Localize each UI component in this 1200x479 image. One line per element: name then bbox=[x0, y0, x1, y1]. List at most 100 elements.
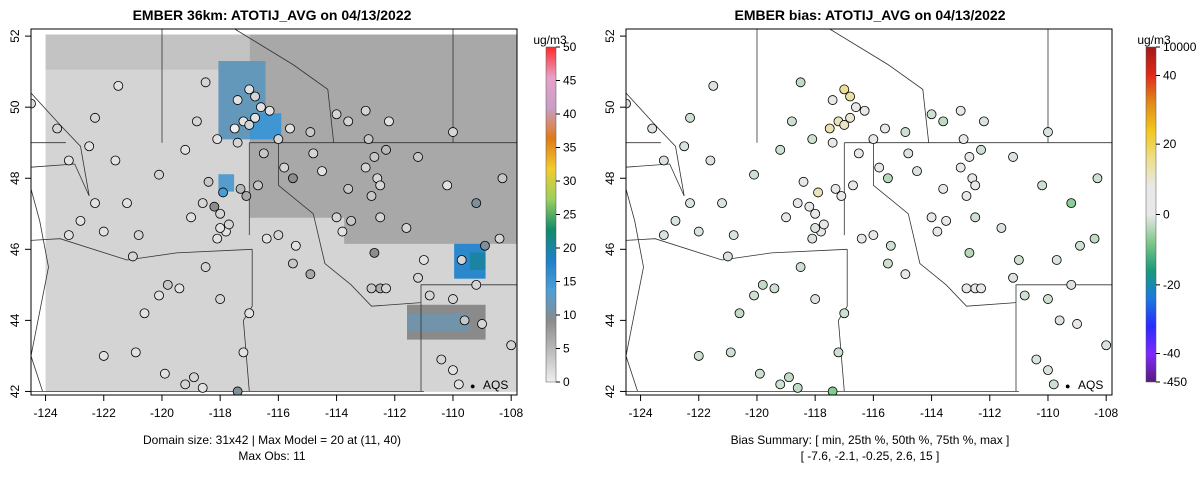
model-grid-cell bbox=[312, 321, 329, 331]
model-grid-cell bbox=[422, 269, 439, 279]
bias-site-marker bbox=[813, 187, 823, 198]
model-grid-cell bbox=[501, 69, 517, 79]
model-grid-cell bbox=[249, 339, 266, 349]
model-grid-cell bbox=[406, 382, 424, 392]
model-grid-cell bbox=[139, 34, 156, 44]
observation-site-marker bbox=[456, 255, 467, 265]
observation-site-marker bbox=[200, 262, 211, 272]
model-grid-cell bbox=[61, 208, 78, 218]
x-axis-tick-label: -124 bbox=[629, 406, 653, 420]
model-grid-cell bbox=[92, 269, 109, 279]
model-grid-cell bbox=[422, 51, 439, 62]
model-grid-cell bbox=[124, 356, 141, 366]
model-grid-cell bbox=[485, 173, 502, 183]
model-grid-cell bbox=[76, 321, 94, 331]
model-grid-cell bbox=[124, 78, 141, 88]
model-grid-cell bbox=[92, 243, 109, 253]
model-grid-cell bbox=[296, 356, 314, 366]
model-grid-cell bbox=[312, 156, 329, 166]
observation-site-marker bbox=[232, 95, 243, 105]
model-grid-cell bbox=[61, 374, 78, 384]
panel-left-frame bbox=[30, 28, 518, 396]
model-grid-cell bbox=[328, 286, 345, 297]
model-grid-cell bbox=[422, 78, 439, 88]
model-grid-cell bbox=[155, 69, 172, 79]
model-grid-cell bbox=[218, 112, 235, 122]
model-grid-cell bbox=[344, 382, 361, 392]
model-grid-cell bbox=[249, 138, 266, 149]
model-grid-cell bbox=[155, 165, 172, 175]
model-grid-cell bbox=[92, 173, 109, 183]
model-grid-cell bbox=[171, 295, 188, 305]
colorbar-tick: 25 bbox=[556, 208, 577, 222]
model-grid-cell bbox=[124, 217, 141, 227]
observation-site-marker bbox=[375, 212, 386, 223]
model-grid-cell bbox=[391, 95, 408, 105]
model-grid-cell bbox=[454, 286, 471, 297]
model-grid-cell bbox=[344, 365, 361, 375]
model-grid-cell bbox=[45, 60, 62, 70]
model-grid-cell bbox=[45, 269, 62, 279]
model-grid-cell bbox=[265, 199, 282, 210]
model-grid-cell bbox=[359, 304, 376, 314]
model-grid-cell bbox=[92, 286, 109, 297]
bias-site-marker bbox=[1054, 315, 1065, 326]
bias-site-marker bbox=[868, 134, 879, 145]
model-grid-cell bbox=[61, 78, 78, 88]
model-grid-cell bbox=[391, 69, 408, 79]
state-borders bbox=[31, 29, 517, 392]
model-grid-cell bbox=[202, 374, 219, 384]
model-grid-cell bbox=[454, 321, 471, 331]
bias-site-marker bbox=[885, 240, 896, 251]
model-grid-cell bbox=[454, 269, 471, 279]
observation-site-marker bbox=[197, 198, 208, 209]
model-grid-cell bbox=[92, 365, 109, 375]
model-grid-cell bbox=[108, 339, 125, 349]
model-grid-cell bbox=[296, 69, 314, 79]
model-grid-cell bbox=[202, 43, 219, 53]
model-grid-cell bbox=[328, 199, 345, 210]
model-grid-cell bbox=[485, 182, 502, 192]
observation-site-marker bbox=[218, 187, 228, 198]
observation-site-marker bbox=[413, 152, 423, 162]
bias-site-marker bbox=[926, 109, 937, 120]
model-grid-cell bbox=[155, 295, 172, 305]
bias-site-marker bbox=[912, 166, 922, 177]
y-axis-tick: 50 bbox=[8, 100, 31, 114]
model-grid-cell bbox=[375, 313, 392, 323]
model-grid-cell bbox=[328, 95, 345, 105]
model-grid-cell bbox=[296, 304, 314, 314]
model-grid-cell bbox=[139, 321, 156, 331]
model-grid-cell bbox=[375, 208, 392, 218]
bias-site-marker bbox=[932, 226, 943, 237]
model-grid-cell bbox=[296, 121, 314, 131]
model-grid-cell bbox=[469, 112, 486, 122]
model-grid-cell bbox=[406, 104, 424, 114]
model-grid-cell bbox=[61, 269, 78, 279]
bias-points-layer bbox=[626, 77, 1112, 395]
model-grid-cell bbox=[45, 69, 62, 79]
model-grid-cell bbox=[139, 121, 156, 131]
bias-site-marker bbox=[1043, 294, 1053, 304]
border-line bbox=[31, 92, 90, 392]
observation-site-marker bbox=[212, 134, 223, 145]
model-grid-cell bbox=[406, 365, 424, 375]
model-grid-cell bbox=[124, 173, 141, 183]
model-grid-cell bbox=[501, 269, 517, 279]
model-grid-cell bbox=[218, 339, 235, 349]
model-grid-cell bbox=[124, 104, 141, 114]
model-grid-cell bbox=[171, 260, 188, 270]
model-grid-cell bbox=[218, 121, 235, 131]
model-grid-cell bbox=[422, 260, 439, 270]
model-grid-cell bbox=[124, 234, 141, 244]
model-grid-cell bbox=[422, 69, 439, 79]
model-grid-cell bbox=[139, 295, 156, 305]
observation-site-marker bbox=[497, 173, 508, 184]
colorbar-right-bar bbox=[1145, 46, 1157, 383]
observation-site-marker bbox=[506, 340, 517, 351]
bias-site-marker bbox=[883, 258, 893, 269]
model-grid-cell bbox=[234, 34, 251, 44]
colorbar-tick: 0 bbox=[556, 375, 570, 389]
model-grid-cell bbox=[438, 260, 455, 270]
model-grid-cell bbox=[218, 330, 235, 340]
